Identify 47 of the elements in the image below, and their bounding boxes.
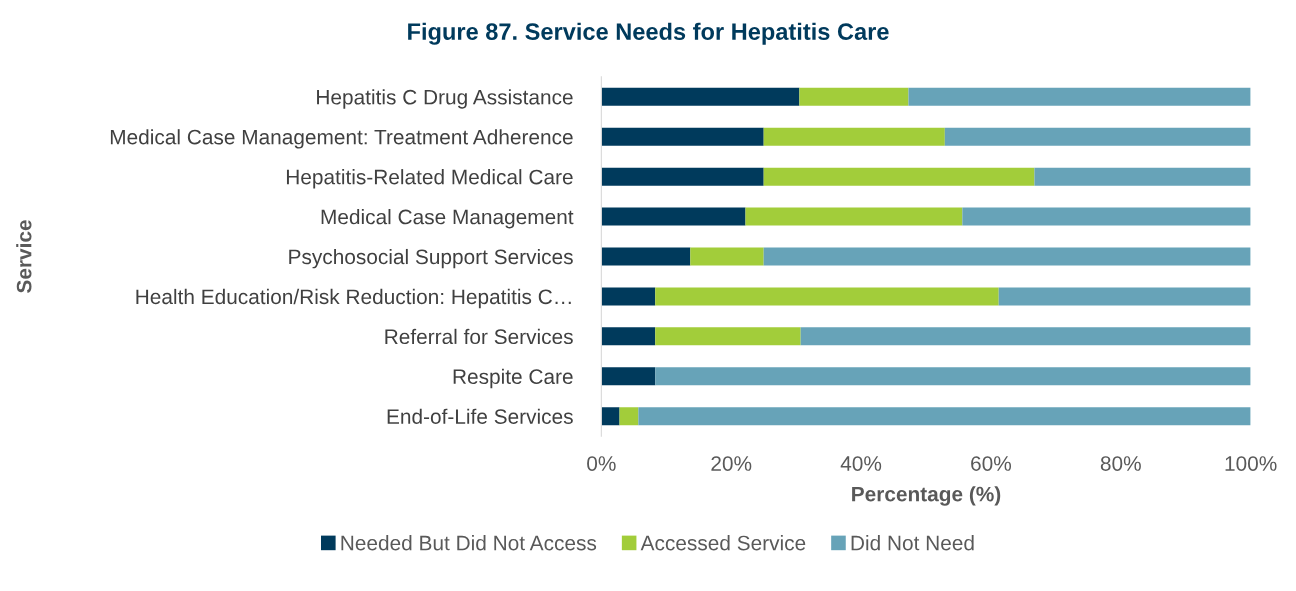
x-axis-title: Percentage (%) xyxy=(852,486,1001,506)
bar xyxy=(690,247,764,266)
bar xyxy=(601,87,800,106)
x-tick-label: 100% xyxy=(1225,456,1277,471)
bar xyxy=(763,167,1035,186)
bar xyxy=(763,127,945,146)
bar xyxy=(601,367,656,386)
bar xyxy=(601,127,764,146)
legend-label: Needed But Did Not Access xyxy=(341,535,597,551)
bar xyxy=(944,127,1251,146)
y-tick-label: Hepatitis C Drug Assistance xyxy=(317,89,573,109)
legend-label: Did Not Need xyxy=(851,535,974,551)
bar xyxy=(601,167,764,186)
bar xyxy=(655,287,999,306)
y-tick-label: End-of-Life Services xyxy=(387,408,573,424)
bar xyxy=(638,407,1251,426)
x-tick-label: 80% xyxy=(1100,456,1141,471)
bar xyxy=(1034,167,1251,186)
y-tick-label: Health Education/Risk Reduction: Hepatitis C… xyxy=(136,288,571,309)
bar xyxy=(962,207,1251,226)
x-tick-label: 60% xyxy=(971,456,1012,471)
y-tick-label: Medical Case Management: Treatment Adherence xyxy=(110,129,573,149)
legend-label: Accessed Service xyxy=(640,535,806,551)
bar xyxy=(601,287,656,306)
bar xyxy=(998,287,1251,306)
bar xyxy=(745,207,963,226)
bar xyxy=(601,407,620,426)
bar xyxy=(908,87,1251,106)
bar xyxy=(601,207,746,226)
bar xyxy=(800,327,1251,346)
x-tick-label: 0% xyxy=(587,456,616,471)
x-tick-label: 20% xyxy=(711,456,752,471)
y-tick-label: Medical Case Management xyxy=(321,209,574,229)
bar xyxy=(601,327,656,346)
y-tick-label: Hepatitis-Related Medical Care xyxy=(286,169,573,189)
y-tick-label: Referral for Services xyxy=(385,328,573,345)
chart-title: Figure 87. Service Needs for Hepatitis Care xyxy=(408,22,889,45)
bar xyxy=(799,87,909,106)
y-tick-label: Respite Care xyxy=(453,368,573,389)
bar xyxy=(655,327,801,346)
y-tick-label: Psychosocial Support Services xyxy=(289,248,573,269)
y-axis-title: Service xyxy=(16,220,32,293)
bar xyxy=(655,367,1251,386)
bar xyxy=(619,407,639,426)
bar xyxy=(763,247,1251,266)
bar xyxy=(601,247,691,266)
x-tick-label: 40% xyxy=(840,456,882,471)
